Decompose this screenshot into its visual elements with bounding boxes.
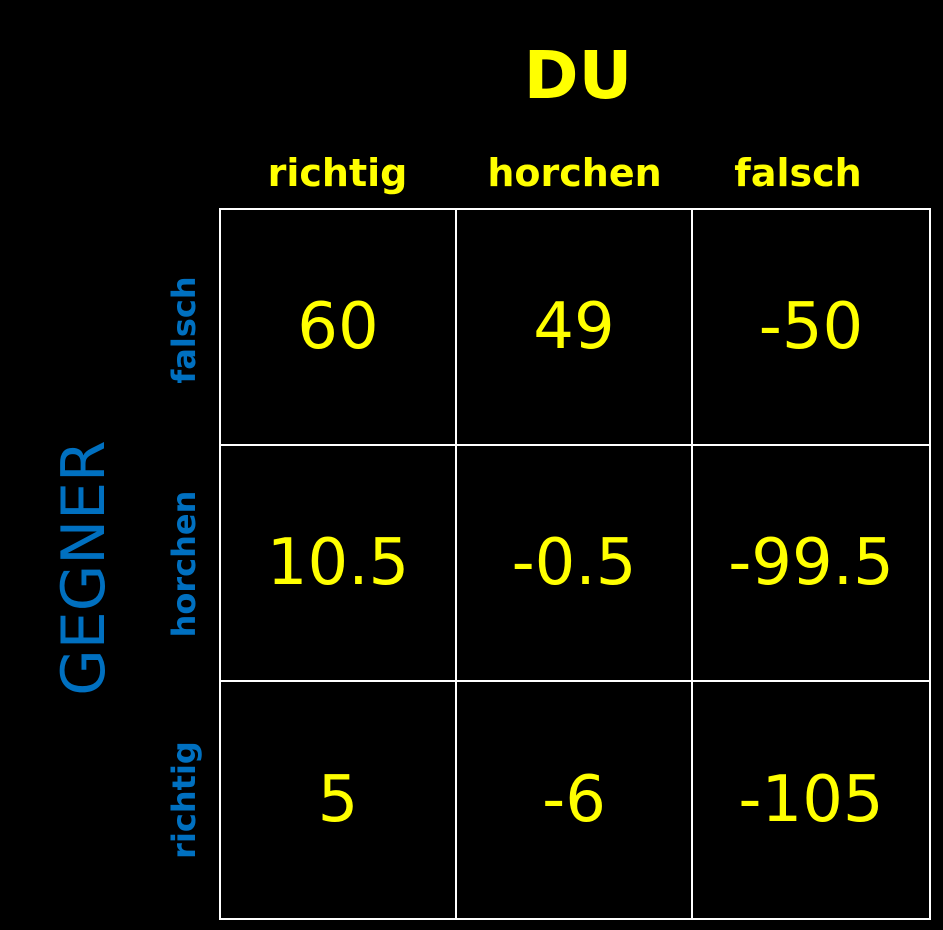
payoff-cell-richtig-horchen: -6 [457,682,693,918]
row-header-richtig: richtig [165,741,203,859]
payoff-cell-richtig-richtig: 5 [221,682,457,918]
row-header-horchen: horchen [165,490,203,638]
payoff-cell-richtig-falsch: -105 [738,763,884,837]
payoff-cell-horchen-richtig: 10.5 [221,446,457,682]
column-header-richtig: richtig [267,151,408,195]
payoff-cell-horchen-horchen: -0.5 [457,446,693,682]
column-player-title: DU [523,37,633,114]
payoff-cell-falsch-falsch: -50 [693,210,929,446]
column-header-horchen: horchen [487,151,662,195]
payoff-cell-horchen-falsch: -99.5 [693,446,929,682]
row-player-title: GEGNER [49,440,119,696]
payoff-cell-falsch-horchen: 49 [457,210,693,446]
payoff-matrix: 60 49 -50 10.5 -0.5 -99.5 5 -6 -105 [219,208,931,920]
column-header-falsch: falsch [734,151,862,195]
payoff-cell-falsch-richtig: 60 [221,210,457,446]
row-header-falsch: falsch [165,276,203,384]
